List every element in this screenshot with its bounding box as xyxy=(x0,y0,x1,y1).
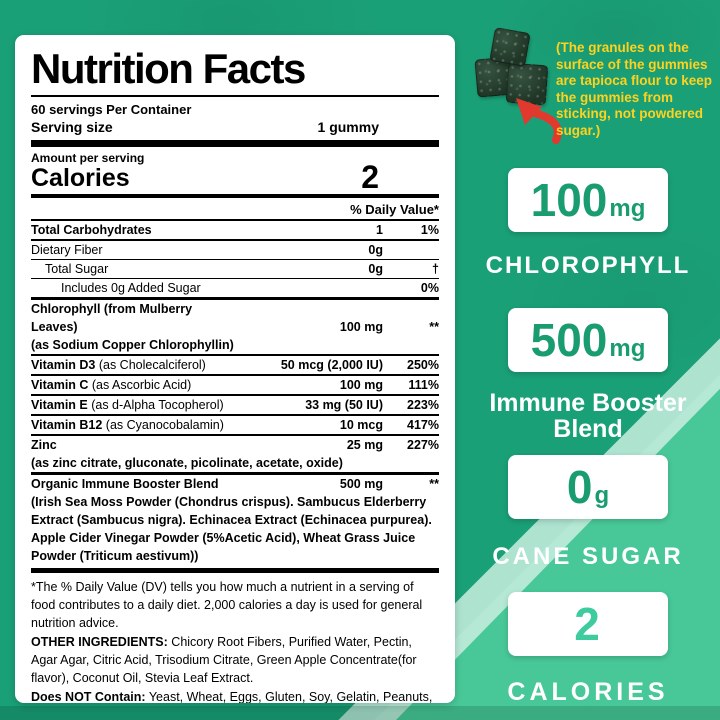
background-bottom-strip xyxy=(0,706,720,720)
thick-divider xyxy=(31,140,439,147)
nutrient-row-total-carbohydrates: Total Carbohydrates 1 1% xyxy=(31,219,439,239)
divider xyxy=(31,95,439,97)
divider xyxy=(31,194,439,198)
nutrient-row-total-sugar: Total Sugar 0g † xyxy=(31,259,439,278)
nutrient-row-immune-booster-blend: Organic Immune Booster Blend 500 mg ** (… xyxy=(31,472,439,565)
tapioca-annotation: (The granules on the surface of the gumm… xyxy=(556,40,713,138)
badge-calories-amount: 2 xyxy=(508,592,668,656)
nutrition-facts-title: Nutrition Facts xyxy=(31,45,306,92)
daily-value-header: % Daily Value* xyxy=(350,202,439,217)
servings-per-container: 60 servings Per Container xyxy=(31,102,192,117)
does-not-contain: Does NOT Contain: Yeast, Wheat, Eggs, Gl… xyxy=(31,690,433,703)
nutrient-row-vitamin-c: Vitamin C (as Ascorbic Acid) 100 mg 111% xyxy=(31,374,439,394)
nutrient-row-vitamin-e: Vitamin E (as d-Alpha Tocopherol) 33 mg … xyxy=(31,394,439,414)
amount-per-serving-label: Amount per serving xyxy=(31,151,145,165)
red-arrow-icon xyxy=(516,98,562,144)
calories-label: Calories xyxy=(31,164,130,192)
nutrient-row-dietary-fiber: Dietary Fiber 0g xyxy=(31,239,439,259)
thick-divider xyxy=(31,568,439,573)
serving-size-value: 1 gummy xyxy=(317,119,379,135)
nutrient-row-vitamin-b12: Vitamin B12 (as Cyanocobalamin) 10 mcg 4… xyxy=(31,414,439,434)
badge-chlorophyll-label: CHLOROPHYLL xyxy=(485,252,691,279)
calories-value: 2 xyxy=(361,159,379,195)
nutrient-row-vitamin-d3: Vitamin D3 (as Cholecalciferol) 50 mcg (… xyxy=(31,354,439,374)
badge-calories-label: CALORIES xyxy=(507,678,669,706)
other-ingredients: OTHER INGREDIENTS: Chicory Root Fibers, … xyxy=(31,635,417,685)
serving-size-label: Serving size xyxy=(31,119,113,135)
serving-size-row: Serving size 1 gummy xyxy=(31,118,439,137)
nutrient-row-chlorophyll: Chlorophyll (from Mulberry Leaves) 100 m… xyxy=(31,297,439,354)
calories-block: Amount per serving Calories 2 xyxy=(31,151,439,195)
badge-immune-blend-label: Immune Booster Blend xyxy=(489,389,687,443)
nutrition-facts-label: Nutrition Facts 60 servings Per Containe… xyxy=(15,35,455,703)
daily-value-footnote: *The % Daily Value (DV) tells you how mu… xyxy=(31,580,423,630)
nutrient-row-added-sugar: Includes 0g Added Sugar 0% xyxy=(31,278,439,297)
nutrient-row-zinc: Zinc 25 mg 227% (as zinc citrate, glucon… xyxy=(31,434,439,472)
badge-immune-blend-amount: 500 mg xyxy=(508,308,668,372)
badge-chlorophyll-amount: 100 mg xyxy=(508,168,668,232)
gummy-cube-icon xyxy=(489,27,531,67)
badge-cane-sugar-label: CANE SUGAR xyxy=(492,543,684,570)
